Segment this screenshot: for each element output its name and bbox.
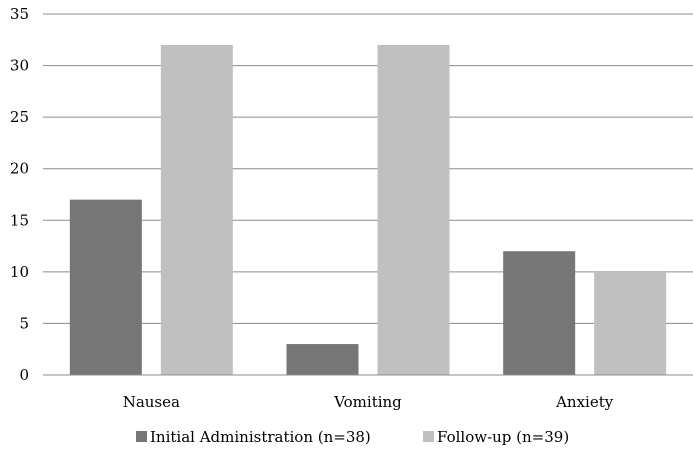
bar-vomiting-series-1 bbox=[377, 44, 450, 375]
y-tick-label: 30 bbox=[10, 57, 29, 75]
category-label-nausea: Nausea bbox=[123, 393, 180, 411]
category-label-anxiety: Anxiety bbox=[555, 393, 614, 411]
y-tick-label: 15 bbox=[10, 211, 29, 229]
y-tick-label: 25 bbox=[10, 108, 29, 126]
legend-swatch-0 bbox=[136, 431, 147, 442]
gridlines bbox=[43, 13, 693, 324]
legend-swatch-1 bbox=[423, 431, 434, 442]
category-label-vomiting: Vomiting bbox=[333, 393, 402, 411]
y-tick-label: 10 bbox=[10, 263, 29, 281]
bars bbox=[69, 44, 667, 375]
y-axis-ticks: 0 5 10 15 20 25 30 35 bbox=[10, 5, 29, 384]
legend-label-0: Initial Administration (n=38) bbox=[150, 428, 371, 446]
bar-nausea-series-0 bbox=[69, 199, 142, 375]
y-tick-label: 35 bbox=[10, 5, 29, 23]
legend: Initial Administration (n=38) Follow-up (… bbox=[136, 428, 569, 446]
category-labels: Nausea Vomiting Anxiety bbox=[123, 393, 614, 411]
y-tick-label: 0 bbox=[19, 366, 29, 384]
y-tick-label: 5 bbox=[19, 314, 29, 332]
bar-nausea-series-1 bbox=[160, 44, 233, 375]
bar-vomiting-series-0 bbox=[286, 344, 359, 375]
legend-label-1: Follow-up (n=39) bbox=[437, 428, 569, 446]
bar-anxiety-series-0 bbox=[503, 251, 576, 375]
bar-anxiety-series-1 bbox=[594, 271, 667, 375]
y-tick-label: 20 bbox=[10, 160, 29, 178]
